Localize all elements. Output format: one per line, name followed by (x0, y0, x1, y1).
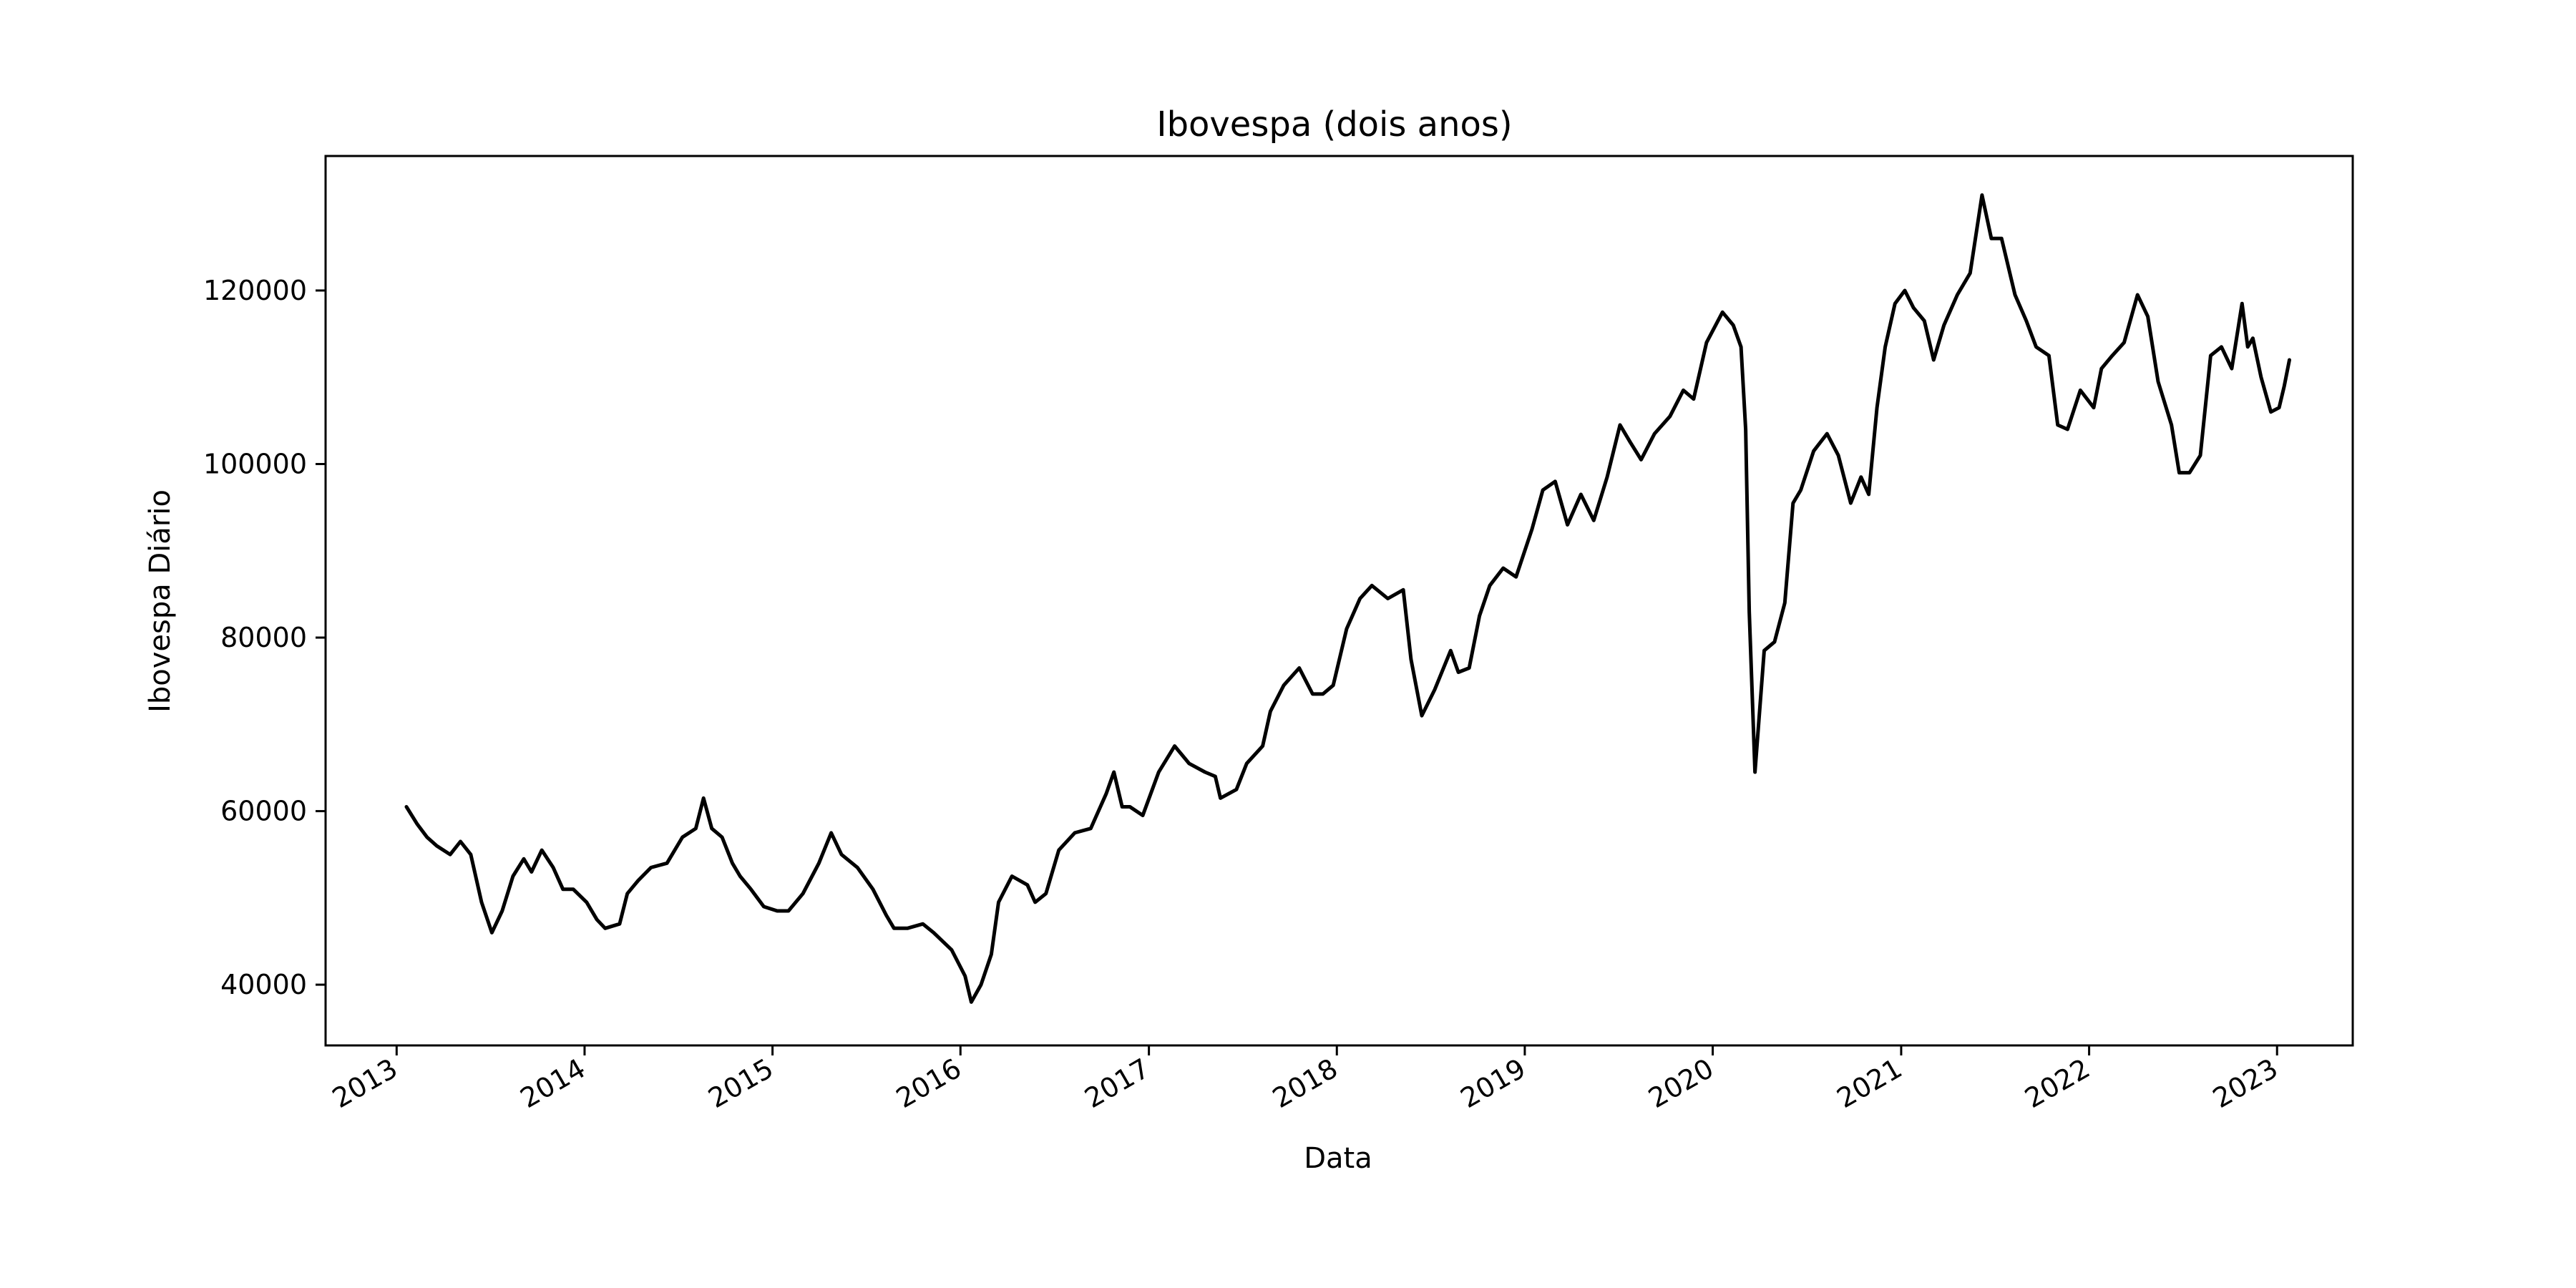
y-tick-label: 100000 (203, 449, 307, 480)
x-axis-label: Data (1304, 1142, 1372, 1175)
x-tick-label: 2023 (2207, 1053, 2283, 1114)
y-tick-label: 80000 (220, 622, 307, 653)
x-tick-label: 2014 (515, 1053, 591, 1114)
x-tick-label: 2015 (703, 1053, 779, 1114)
x-tick-label: 2019 (1455, 1053, 1531, 1114)
x-tick-label: 2018 (1267, 1053, 1343, 1114)
x-axis: 2013 2014 2015 2016 2017 2018 2019 2020 2021 2022… (327, 1045, 2283, 1114)
series-line (404, 193, 2291, 1004)
x-tick-label: 2021 (1832, 1053, 1908, 1114)
x-tick-label: 2022 (2019, 1053, 2095, 1114)
series-layer (404, 193, 2291, 1004)
y-tick-label: 40000 (220, 969, 307, 1000)
y-axis: 40000 60000 80000 100000 120000 (203, 275, 326, 1000)
plot-area-frame (324, 155, 2354, 1047)
y-axis-label: Ibovespa Diário (144, 489, 177, 713)
x-tick-label: 2017 (1079, 1053, 1155, 1114)
y-tick-label: 60000 (220, 796, 307, 827)
x-tick-label: 2020 (1643, 1053, 1719, 1114)
x-tick-label: 2013 (327, 1053, 403, 1114)
x-tick-label: 2016 (891, 1053, 967, 1114)
y-tick-label: 120000 (203, 275, 307, 306)
chart-title: Ibovespa (dois anos) (1156, 104, 1512, 145)
